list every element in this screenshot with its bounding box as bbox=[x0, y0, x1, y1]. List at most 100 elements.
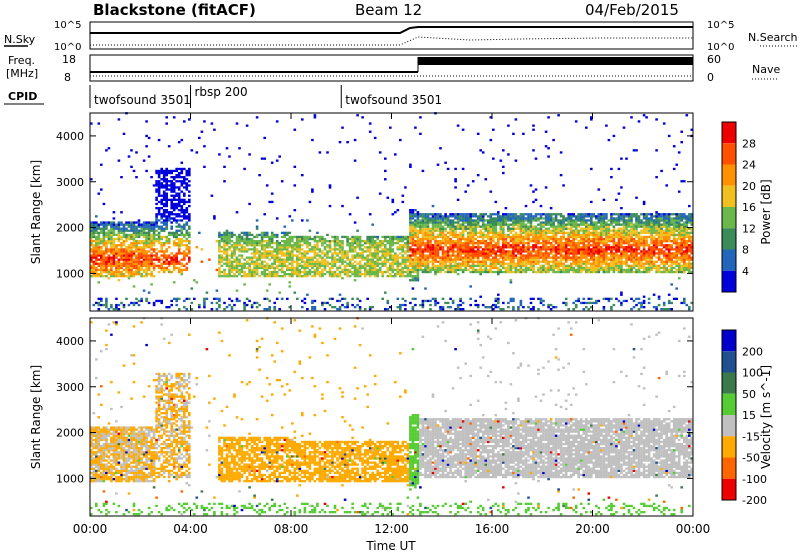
heatmap-cell bbox=[303, 264, 307, 267]
heatmap-cell bbox=[112, 308, 116, 311]
heatmap-cell bbox=[401, 248, 405, 251]
heatmap-cell bbox=[376, 242, 379, 245]
heatmap-cell bbox=[160, 169, 163, 173]
heatmap-cell bbox=[544, 213, 548, 216]
heatmap-cell bbox=[331, 297, 334, 300]
heatmap-cell bbox=[384, 264, 387, 267]
heatmap-cell bbox=[371, 256, 374, 259]
heatmap-cell bbox=[539, 250, 543, 253]
heatmap-cell bbox=[492, 233, 495, 237]
heatmap-cell bbox=[97, 192, 101, 195]
heatmap-cell bbox=[301, 299, 304, 303]
heatmap-cell bbox=[602, 217, 606, 220]
heatmap-cell bbox=[381, 252, 384, 255]
heatmap-cell bbox=[605, 227, 608, 230]
heatmap-cell bbox=[165, 219, 168, 222]
heatmap-cell bbox=[286, 252, 289, 255]
heatmap-cell bbox=[150, 260, 153, 263]
heatmap-cell bbox=[147, 264, 151, 267]
heatmap-cell bbox=[253, 260, 256, 263]
heatmap-cell bbox=[542, 235, 545, 239]
heatmap-cell bbox=[502, 242, 505, 245]
heatmap-cell bbox=[559, 215, 563, 218]
heatmap-cell bbox=[529, 231, 533, 234]
heatmap-cell bbox=[353, 266, 357, 270]
heatmap-cell bbox=[323, 237, 327, 241]
heatmap-cell bbox=[564, 258, 568, 261]
heatmap-cell bbox=[597, 213, 601, 216]
heatmap-cell bbox=[391, 200, 395, 204]
heatmap-cell bbox=[620, 291, 623, 294]
heatmap-cell bbox=[557, 262, 560, 265]
heatmap-cell bbox=[391, 262, 395, 265]
heatmap-cell bbox=[188, 198, 191, 201]
heatmap-cell bbox=[296, 244, 299, 247]
heatmap-cell bbox=[145, 227, 148, 230]
heatmap-cell bbox=[288, 242, 292, 245]
heatmap-cell bbox=[406, 268, 410, 272]
heatmap-cell bbox=[471, 246, 475, 249]
heatmap-cell bbox=[579, 250, 583, 253]
heatmap-cell bbox=[235, 248, 239, 251]
heatmap-cell bbox=[451, 301, 455, 305]
heatmap-cell bbox=[110, 225, 113, 228]
heatmap-cell bbox=[331, 266, 334, 270]
heatmap-cell bbox=[107, 258, 111, 261]
heatmap-cell bbox=[439, 213, 442, 216]
heatmap-cell bbox=[456, 246, 460, 249]
heatmap-cell bbox=[137, 266, 141, 270]
heatmap-cell bbox=[409, 229, 412, 232]
heatmap-cell bbox=[97, 246, 101, 249]
heatmap-cell bbox=[456, 233, 460, 237]
heatmap-cell bbox=[338, 260, 342, 263]
heatmap-cell bbox=[610, 306, 613, 309]
heatmap-cell bbox=[95, 229, 98, 232]
heatmap-cell bbox=[602, 254, 606, 257]
heatmap-cell bbox=[617, 266, 621, 270]
heatmap-cell bbox=[160, 258, 163, 261]
heatmap-cell bbox=[600, 264, 603, 267]
heatmap-cell bbox=[293, 260, 297, 263]
heatmap-cell bbox=[509, 281, 513, 284]
heatmap-cell bbox=[554, 262, 558, 265]
heatmap-cell bbox=[188, 225, 191, 228]
heatmap-cell bbox=[484, 225, 488, 228]
heatmap-cell bbox=[514, 223, 518, 226]
heatmap-cell bbox=[499, 268, 503, 272]
heatmap-cell bbox=[481, 151, 485, 154]
heatmap-cell bbox=[401, 250, 405, 253]
heatmap-cell bbox=[147, 233, 151, 237]
heatmap-cell bbox=[464, 248, 467, 251]
heatmap-cell bbox=[411, 254, 415, 257]
heatmap-cell bbox=[464, 229, 467, 232]
heatmap-cell bbox=[547, 268, 550, 272]
heatmap-cell bbox=[615, 229, 618, 232]
heatmap-cell bbox=[183, 235, 186, 239]
heatmap-cell bbox=[361, 116, 364, 119]
heatmap-cell bbox=[386, 248, 390, 251]
heatmap-cell bbox=[414, 260, 417, 263]
heatmap-cell bbox=[414, 215, 417, 218]
heatmap-cell bbox=[431, 227, 435, 230]
heatmap-cell bbox=[155, 169, 158, 173]
heatmap-cell bbox=[484, 264, 488, 267]
heatmap-cell bbox=[572, 270, 575, 274]
heatmap-cell bbox=[429, 256, 432, 259]
heatmap-cell bbox=[542, 260, 545, 263]
heatmap-cell bbox=[301, 240, 304, 243]
heatmap-cell bbox=[396, 262, 400, 265]
heatmap-cell bbox=[137, 256, 141, 259]
heatmap-cell bbox=[165, 202, 168, 206]
heatmap-cell bbox=[112, 242, 116, 245]
heatmap-cell bbox=[95, 231, 98, 234]
heatmap-cell bbox=[532, 190, 535, 193]
heatmap-cell bbox=[610, 297, 613, 300]
heatmap-cell bbox=[471, 237, 475, 241]
heatmap-cell bbox=[125, 233, 128, 237]
heatmap-cell bbox=[378, 240, 382, 243]
heatmap-cell bbox=[175, 233, 178, 237]
heatmap-cell bbox=[446, 225, 450, 228]
heatmap-cell bbox=[102, 264, 106, 267]
heatmap-cell bbox=[504, 217, 508, 220]
heatmap-cell bbox=[172, 219, 176, 222]
